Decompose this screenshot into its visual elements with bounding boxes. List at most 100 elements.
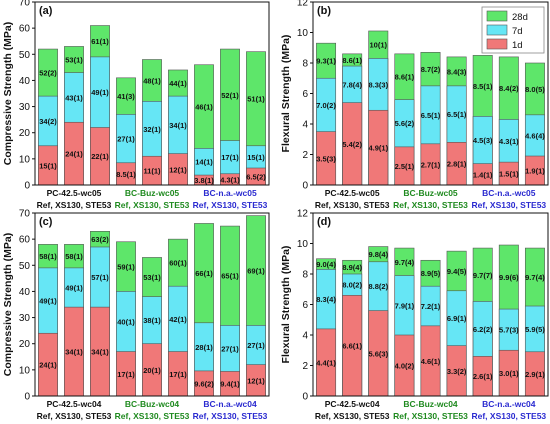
value-label-1d-5: 2.7(1) [421,160,441,169]
y-tick-label: 10 [297,239,309,250]
sub-label-3: STE53 [163,200,189,210]
group-label: BC-n.a.-wc05 [482,188,536,198]
sub-label-3: STE53 [241,411,267,421]
y-tick-label: 10 [19,154,31,165]
value-label-28d-6: 9.4(5) [447,267,467,276]
sub-label-1: Ref [393,200,407,210]
value-label-7d-8: 4.3(1) [499,137,519,146]
y-tick-label: 30 [19,313,31,324]
value-label-1d-6: 3.3(2) [447,367,467,376]
value-label-1d-6: 2.8(1) [447,160,467,169]
value-label-28d-7: 9.7(7) [473,271,493,280]
value-label-1d-4: 4.0(2) [395,362,415,371]
value-label-28d-3: 61(1) [91,37,109,46]
y-tick-label: 40 [19,287,31,298]
value-label-1d-4: 8.5(1) [116,170,136,179]
group-sublabels: Ref, XS130, STE53 [37,411,112,421]
legend-swatch-7d [486,24,508,36]
value-label-1d-3: 22(1) [91,152,109,161]
y-tick-label: 60 [19,24,31,35]
value-label-1d-1: 15(1) [39,161,57,170]
sub-label-2: XS130 [490,200,516,210]
value-label-28d-7: 8.5(1) [473,82,493,91]
sub-label-1: Ref [37,411,51,421]
y-axis-label: Flexural Strength (MPa) [280,35,292,153]
group-label: PC-42.5-wc04 [47,399,102,409]
value-label-7d-2: 43(1) [65,93,83,102]
y-axis-label: Compressive Strength (MPa) [2,22,14,166]
group-sublabels: Ref, XS130, STE53 [37,200,112,210]
sub-label-1: Ref [315,200,329,210]
y-tick-label: 4 [302,331,308,342]
group-label: BC-Buz-wc05 [403,188,458,198]
value-label-28d-3: 10(1) [370,41,388,50]
panel-label: (d) [317,216,331,228]
y-tick-label: 8 [302,270,308,281]
value-label-7d-4: 7.9(1) [395,301,415,310]
group-sublabels: Ref, XS130, STE53 [315,200,390,210]
value-label-28d-6: 60(1) [169,259,187,268]
y-tick-label: 40 [19,76,31,87]
sub-label-2: XS130 [55,411,81,421]
y-tick-label: 0 [302,181,308,192]
value-label-28d-8: 8.4(2) [499,84,519,93]
value-label-7d-9: 15(1) [247,153,265,162]
value-label-1d-8: 9.4(1) [220,380,240,389]
value-label-1d-1: 3.5(3) [316,154,336,163]
sub-label-3: STE53 [241,200,267,210]
sub-label-1: Ref [193,200,207,210]
value-label-1d-3: 4.9(1) [368,144,388,153]
value-label-7d-2: 7.8(4) [342,80,362,89]
sub-label-3: STE53 [163,411,189,421]
y-tick-label: 4 [302,120,308,131]
value-label-1d-9: 12(1) [247,376,265,385]
sub-label-3: STE53 [520,200,546,210]
value-label-7d-1: 7.0(2) [316,101,336,110]
sub-label-2: XS130 [55,200,81,210]
group-sublabels: Ref, XS130, STE53 [393,411,468,421]
plot-frame [34,1,270,186]
value-label-1d-5: 11(1) [143,167,161,176]
group-label: BC-n.a.-wc05 [203,188,257,198]
legend-swatch-1d [486,38,508,50]
value-label-28d-3: 63(2) [91,235,109,244]
chart-panel-3: 24(1) 49(1) 58(1) 34(1) 49(1) 58(1) 34(1) 57(1)… [2,209,270,421]
value-label-1d-7: 1.4(1) [473,170,493,179]
value-label-1d-2: 6.6(1) [342,342,362,351]
group-label: PC-42.5-wc04 [325,399,380,409]
value-label-1d-3: 34(1) [91,348,109,357]
value-label-1d-8: 1.5(1) [499,170,519,179]
value-label-7d-7: 28(1) [195,343,213,352]
value-label-7d-8: 17(1) [221,153,239,162]
sub-label-1: Ref [471,411,485,421]
chart-panel-1: 15(1) 34(2) 52(2) 24(1) 43(1) 53(1) 22(1) 49(1)… [2,0,270,210]
value-label-7d-2: 49(1) [65,284,83,293]
value-label-1d-7: 9.6(2) [194,379,214,388]
group-sublabels: Ref, XS130, STE53 [393,200,468,210]
y-tick-label: 2 [302,361,308,372]
value-label-28d-9: 51(1) [247,95,265,104]
value-label-1d-6: 17(1) [169,370,187,379]
group-label: BC-Buz-wc05 [125,188,180,198]
value-label-7d-5: 38(1) [143,316,161,325]
sub-label-2: XS130 [133,411,159,421]
value-label-28d-2: 58(1) [65,252,83,261]
legend: 28d 7d 1d [481,6,545,54]
y-tick-label: 6 [302,300,308,311]
group-sublabels: Ref, XS130, STE53 [115,411,190,421]
value-label-7d-2: 8.0(2) [342,281,362,290]
value-label-7d-5: 32(1) [143,125,161,134]
y-tick-label: 8 [302,59,308,70]
value-label-28d-1: 9.0(4) [316,260,336,269]
value-label-1d-5: 20(1) [143,366,161,375]
value-label-1d-7: 3.8(1) [194,176,214,185]
value-label-7d-6: 42(1) [169,315,187,324]
sub-label-1: Ref [37,200,51,210]
sub-label-2: XS130 [490,411,516,421]
sub-label-2: XS130 [211,200,237,210]
value-label-1d-1: 24(1) [39,361,57,370]
value-label-7d-1: 49(1) [39,297,57,306]
value-label-28d-3: 9.8(4) [368,250,388,259]
value-label-28d-2: 8.6(1) [342,56,362,65]
